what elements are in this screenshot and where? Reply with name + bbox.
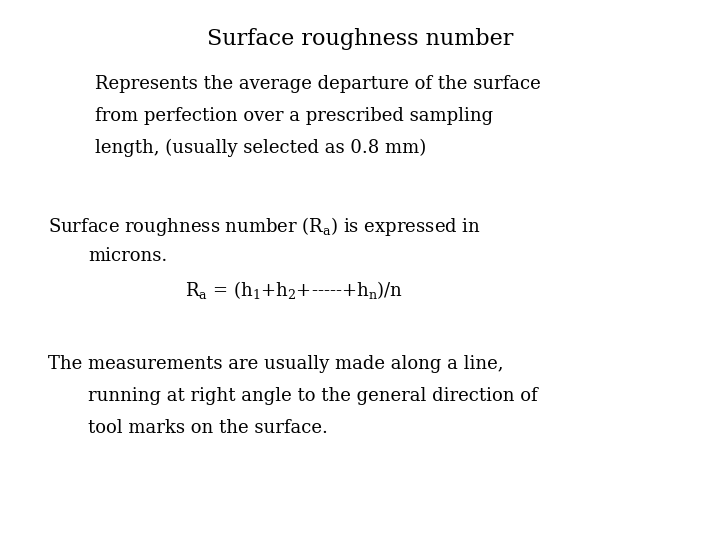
Text: microns.: microns. [88,247,167,265]
Text: tool marks on the surface.: tool marks on the surface. [88,419,328,437]
Text: running at right angle to the general direction of: running at right angle to the general di… [88,387,538,405]
Text: Surface roughness number ($\mathregular{R_a}$) is expressed in: Surface roughness number ($\mathregular{… [48,215,481,238]
Text: Represents the average departure of the surface: Represents the average departure of the … [95,75,541,93]
Text: length, (usually selected as 0.8 mm): length, (usually selected as 0.8 mm) [95,139,426,157]
Text: $\mathregular{R_a}$ = ($\mathregular{h_1}$+$\mathregular{h_2}$+-----+$\mathregul: $\mathregular{R_a}$ = ($\mathregular{h_1… [185,279,403,301]
Text: The measurements are usually made along a line,: The measurements are usually made along … [48,355,503,373]
Text: Surface roughness number: Surface roughness number [207,28,513,50]
Text: from perfection over a prescribed sampling: from perfection over a prescribed sampli… [95,107,493,125]
